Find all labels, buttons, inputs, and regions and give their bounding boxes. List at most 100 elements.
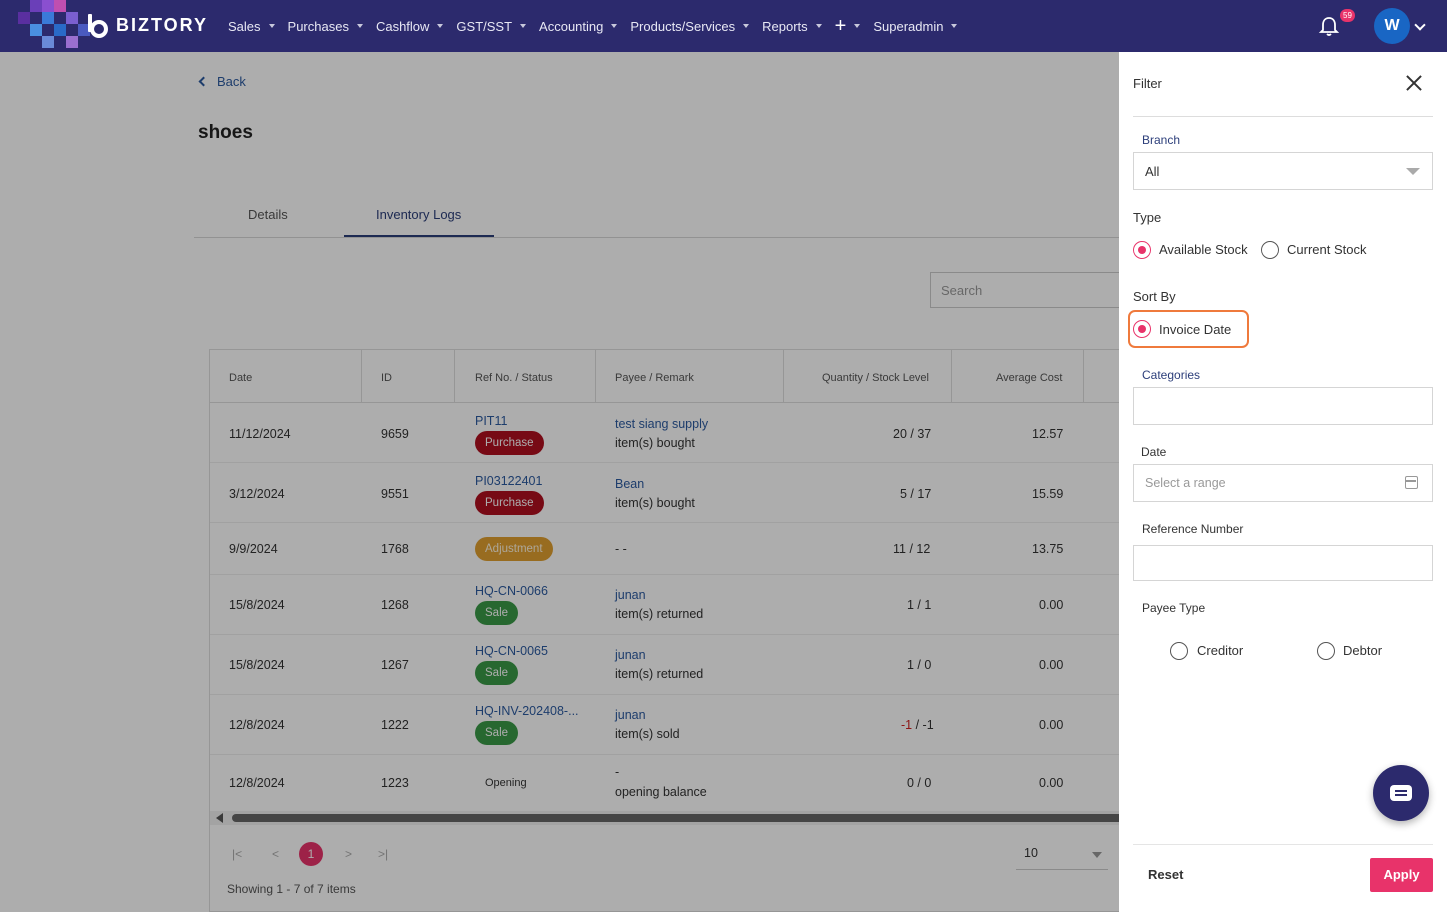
status-text: Opening [485, 777, 527, 789]
prev-page-button[interactable]: < [272, 847, 280, 861]
search-input[interactable]: Search [930, 272, 1120, 308]
brand-logo[interactable]: BIZTORY [86, 12, 208, 38]
negative-quantity: -1 [901, 718, 913, 732]
scrollbar-thumb[interactable] [232, 814, 1128, 822]
table-row[interactable]: 9/9/2024 1768 Adjustment - - 11 / 12 13.… [210, 523, 1128, 575]
nav-gst-sst[interactable]: GST/SST [456, 19, 527, 34]
creditor-label[interactable]: Creditor [1197, 643, 1244, 658]
apply-button[interactable]: Apply [1370, 858, 1433, 892]
tabs: Details Inventory Logs [194, 197, 1124, 238]
divider [1133, 844, 1433, 845]
radio-debtor[interactable] [1317, 642, 1335, 660]
ref-link[interactable]: PIT11 [475, 414, 508, 428]
current-stock-label[interactable]: Current Stock [1287, 242, 1367, 257]
chevron-down-icon[interactable] [1414, 19, 1426, 31]
table-row[interactable]: 15/8/2024 1268 HQ-CN-0066 Sale junan ite… [210, 575, 1128, 635]
next-page-button[interactable]: > [345, 847, 353, 861]
payee-link[interactable]: junan [615, 588, 646, 602]
tab-inventory-logs[interactable]: Inventory Logs [376, 207, 462, 222]
last-page-button[interactable]: >| [378, 847, 389, 861]
chevron-down-icon [520, 24, 527, 28]
cell-average-cost: 15.59 [1032, 487, 1064, 501]
radio-creditor[interactable] [1170, 642, 1188, 660]
reset-button[interactable]: Reset [1148, 867, 1184, 882]
page-size-select[interactable]: 10 [1016, 840, 1108, 870]
ref-link[interactable]: HQ-CN-0065 [475, 644, 548, 658]
page-button-current[interactable]: 1 [299, 842, 323, 866]
avatar[interactable]: W [1374, 8, 1410, 44]
scroll-left-icon[interactable] [216, 813, 223, 823]
cell-date: 12/8/2024 [229, 776, 285, 790]
radio-invoice-date[interactable] [1133, 320, 1151, 338]
reference-number-field[interactable] [1133, 545, 1433, 581]
table-row[interactable]: 12/8/2024 1222 HQ-INV-202408-... Sale ju… [210, 695, 1128, 755]
cell-quantity: 1 / 1 [907, 598, 932, 612]
header-quantity: Quantity / Stock Level [822, 372, 929, 384]
categories-field[interactable] [1133, 387, 1433, 425]
cell-payee: - [615, 765, 620, 779]
table-row[interactable]: 11/12/2024 9659 PIT11 Purchase test sian… [210, 403, 1128, 463]
type-label: Type [1133, 210, 1162, 225]
highlight-box [1128, 310, 1249, 348]
cell-quantity: 1 / 0 [907, 658, 932, 672]
ref-link[interactable]: PI03122401 [475, 474, 543, 488]
nav-quick-add[interactable]: + [835, 16, 861, 36]
back-link[interactable]: Back [198, 74, 246, 89]
cell-date: 9/9/2024 [229, 542, 278, 556]
nav-sales[interactable]: Sales [228, 19, 275, 34]
first-page-button[interactable]: |< [232, 847, 243, 861]
column-divider [951, 350, 952, 403]
cell-date: 15/8/2024 [229, 658, 285, 672]
column-divider [454, 350, 455, 403]
column-divider [361, 350, 362, 403]
nav-superadmin[interactable]: Superadmin [873, 19, 958, 34]
column-divider [783, 350, 784, 403]
available-stock-label[interactable]: Available Stock [1159, 242, 1248, 257]
cell-date: 12/8/2024 [229, 718, 285, 732]
nav-reports[interactable]: Reports [762, 19, 822, 34]
branch-select[interactable]: All [1133, 152, 1433, 190]
header-date: Date [229, 372, 253, 384]
notification-badge: 59 [1340, 9, 1355, 22]
modal-backdrop[interactable] [0, 52, 1119, 912]
cell-id: 9659 [381, 427, 409, 441]
table-row[interactable]: 12/8/2024 1223 Opening - opening balance… [210, 755, 1128, 811]
status-badge: Adjustment [475, 537, 553, 561]
payee-link[interactable]: Bean [615, 477, 645, 491]
ref-link[interactable]: HQ-CN-0066 [475, 584, 548, 598]
nav-products-services[interactable]: Products/Services [630, 19, 750, 34]
date-label: Date [1141, 445, 1167, 459]
table-row[interactable]: 3/12/2024 9551 PI03122401 Purchase Bean … [210, 463, 1128, 523]
cell-remark: item(s) bought [615, 436, 695, 450]
column-divider [1083, 350, 1084, 403]
cell-remark: item(s) returned [615, 667, 704, 681]
header-id: ID [381, 372, 392, 384]
cell-quantity: 20 / 37 [893, 427, 932, 441]
date-range-field[interactable]: Select a range [1133, 464, 1433, 502]
plus-icon: + [834, 15, 847, 37]
horizontal-scrollbar[interactable] [210, 811, 1128, 825]
invoice-date-label[interactable]: Invoice Date [1159, 322, 1232, 337]
nav-cashflow[interactable]: Cashflow [376, 19, 444, 34]
cell-remark: item(s) bought [615, 496, 695, 510]
status-badge: Sale [475, 721, 519, 745]
radio-available-stock[interactable] [1133, 241, 1151, 259]
payee-link[interactable]: junan [615, 708, 646, 722]
bell-icon[interactable] [1318, 15, 1340, 37]
calendar-icon[interactable] [1405, 476, 1418, 489]
branch-label: Branch [1142, 133, 1181, 147]
radio-current-stock[interactable] [1261, 241, 1279, 259]
payee-link[interactable]: junan [615, 648, 646, 662]
nav-purchases[interactable]: Purchases [288, 19, 363, 34]
table-row[interactable]: 15/8/2024 1267 HQ-CN-0065 Sale junan ite… [210, 635, 1128, 695]
debtor-label[interactable]: Debtor [1343, 643, 1383, 658]
cell-date: 15/8/2024 [229, 598, 285, 612]
payee-link[interactable]: test siang supply [615, 417, 709, 431]
chevron-down-icon [815, 24, 822, 28]
logo-pixel-art [0, 0, 110, 52]
close-icon[interactable] [1405, 74, 1423, 92]
ref-link[interactable]: HQ-INV-202408-... [475, 704, 579, 718]
chat-icon[interactable] [1373, 765, 1429, 821]
nav-accounting[interactable]: Accounting [539, 19, 618, 34]
tab-details[interactable]: Details [248, 207, 288, 222]
